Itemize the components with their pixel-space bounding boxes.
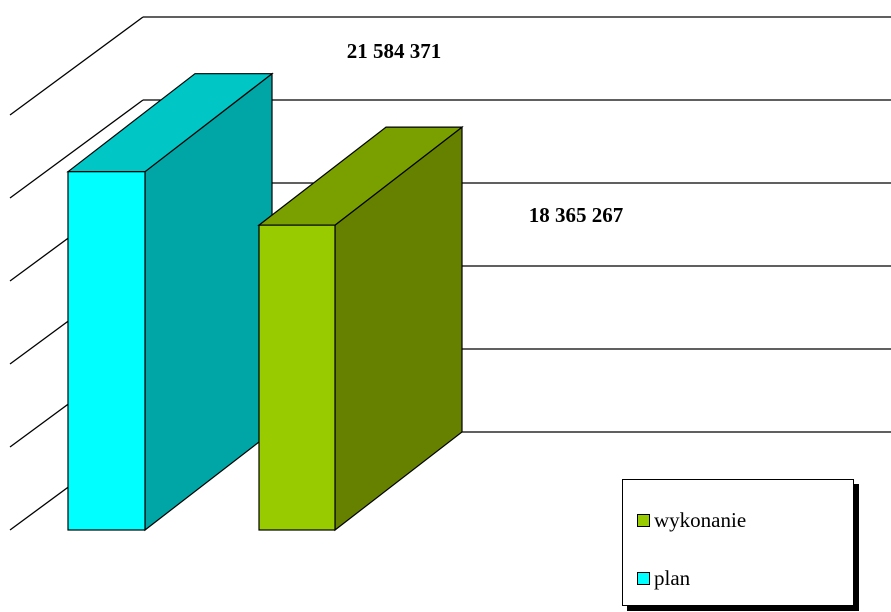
legend-item-wykonanie: wykonanie xyxy=(637,508,746,533)
data-label-wykonanie: 18 365 267 xyxy=(529,203,624,227)
legend-label-wykonanie: wykonanie xyxy=(654,508,747,532)
legend-label-plan: plan xyxy=(654,566,691,590)
data-labels: 21 584 371 18 365 267 xyxy=(347,39,624,227)
bars xyxy=(66,72,464,532)
gridline-side xyxy=(9,16,144,116)
legend-item-plan: plan xyxy=(637,566,690,591)
gridline-side xyxy=(9,99,144,199)
bar-wykonanie xyxy=(258,224,336,531)
data-label-plan: 21 584 371 xyxy=(347,39,442,63)
legend-swatch-plan xyxy=(637,572,650,585)
legend: wykonanie plan xyxy=(622,479,854,606)
legend-swatch-wykonanie xyxy=(637,514,650,527)
bar-plan xyxy=(67,171,146,531)
